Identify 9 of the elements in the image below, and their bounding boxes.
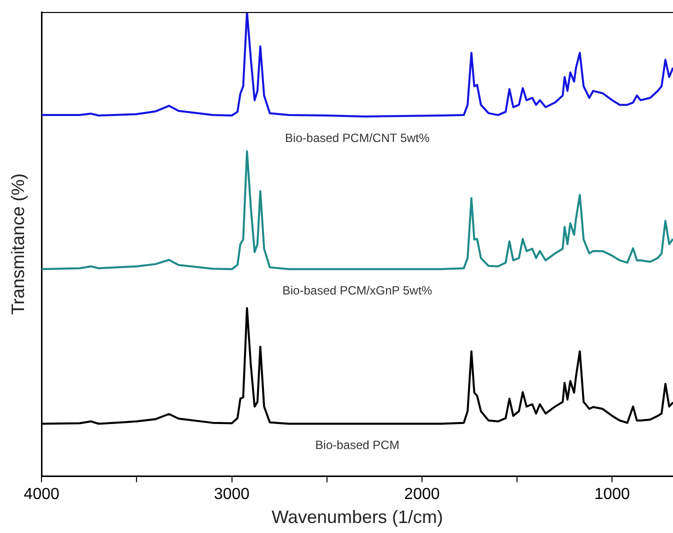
x-axis-title: Wavenumbers (1/cm) xyxy=(272,507,443,528)
series-label: Bio-based PCM/xGnP 5wt% xyxy=(282,283,433,298)
x-tick-label: 4000 xyxy=(24,486,60,504)
series-label: Bio-based PCM xyxy=(315,438,400,452)
x-tick-label: 1000 xyxy=(594,486,630,504)
x-tick-label: 2000 xyxy=(404,486,440,504)
x-tick-label: 3000 xyxy=(214,486,250,504)
y-axis-title: Transmitance (%) xyxy=(8,173,28,315)
series-label: Bio-based PCM/CNT 5wt% xyxy=(285,130,430,145)
